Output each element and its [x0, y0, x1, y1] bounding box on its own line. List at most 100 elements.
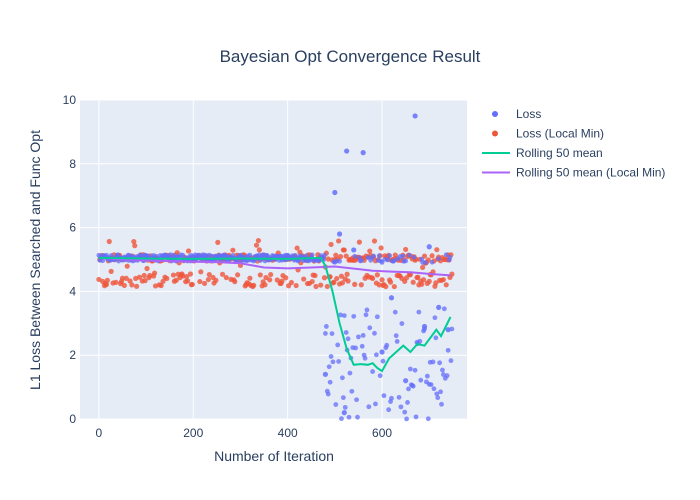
loss-local-point	[267, 277, 273, 283]
loss-local-point	[356, 239, 362, 245]
loss-point	[340, 395, 346, 401]
loss-point	[441, 306, 447, 312]
loss-local-point	[170, 272, 177, 278]
loss-point	[362, 355, 368, 361]
loss-local-point	[123, 275, 129, 281]
loss-local-point	[144, 265, 150, 272]
legend-item[interactable]: Rolling 50 mean (Local Min)	[482, 166, 665, 180]
loss-point	[405, 400, 410, 405]
loss-local-point	[334, 275, 340, 282]
loss-local-point	[376, 282, 382, 288]
loss-local-point	[134, 283, 140, 289]
x-tick-label: 400	[278, 426, 298, 440]
loss-local-point	[324, 283, 330, 290]
loss-local-point	[403, 246, 409, 253]
loss-local-point	[293, 282, 299, 289]
loss-local-point	[352, 281, 358, 287]
loss-local-point	[345, 278, 351, 284]
legend-label: Rolling 50 mean	[516, 146, 603, 160]
loss-point	[432, 315, 438, 321]
loss-local-point	[232, 279, 238, 285]
loss-local-point	[279, 278, 285, 284]
loss-local-point	[219, 271, 226, 277]
y-tick-label: 10	[63, 93, 77, 107]
loss-point	[340, 375, 345, 381]
loss-local-point	[309, 278, 315, 285]
loss-point	[392, 309, 398, 315]
loss-local-point	[443, 282, 449, 288]
legend-label: Loss (Local Min)	[516, 127, 604, 141]
loss-local-point	[297, 249, 303, 255]
loss-point	[411, 254, 417, 260]
legend-item[interactable]: Rolling 50 mean	[482, 146, 603, 160]
loss-point	[208, 253, 214, 259]
loss-local-point	[185, 248, 192, 254]
loss-point	[339, 416, 344, 422]
loss-local-point	[367, 248, 373, 254]
loss-point	[356, 334, 361, 340]
loss-point	[355, 414, 360, 420]
loss-point	[438, 389, 443, 395]
loss-local-point	[283, 275, 289, 281]
loss-point	[393, 333, 399, 339]
loss-point	[341, 313, 347, 319]
loss-point	[412, 113, 418, 119]
loss-point	[247, 252, 253, 258]
loss-point	[304, 253, 309, 259]
x-axis-title: Number of Iteration	[214, 448, 334, 464]
loss-local-point	[215, 239, 221, 245]
loss-point	[380, 358, 386, 364]
legend[interactable]: Loss Loss (Local Min) Rolling 50 mean Rolli…	[482, 107, 665, 180]
loss-point	[180, 252, 186, 258]
loss-point	[338, 312, 343, 318]
loss-point	[379, 260, 385, 265]
loss-local-point	[415, 274, 421, 280]
rolling-50-mean-line	[98, 256, 452, 373]
loss-point	[394, 339, 400, 344]
legend-marker-icon	[492, 111, 498, 117]
loss-local-point	[387, 279, 394, 285]
loss-point	[381, 393, 387, 399]
loss-point	[372, 330, 377, 336]
loss-point	[445, 327, 451, 333]
loss-point	[344, 148, 350, 154]
loss-local-point	[288, 279, 295, 286]
loss-point	[346, 414, 352, 420]
loss-point	[374, 314, 380, 320]
x-tick-label: 600	[372, 426, 392, 440]
legend-item[interactable]: Loss (Local Min)	[492, 127, 604, 141]
loss-local-point	[187, 271, 194, 277]
loss-point	[353, 345, 359, 351]
loss-local-point	[331, 279, 337, 285]
loss-point	[433, 335, 439, 341]
loss-local-point	[313, 283, 319, 290]
loss-local-point	[358, 282, 364, 288]
loss-local-point	[379, 277, 385, 283]
chart-title: Bayesian Opt Convergence Result	[220, 47, 481, 66]
loss-local-point	[378, 245, 384, 251]
loss-local-point	[189, 281, 195, 288]
loss-point	[423, 260, 428, 265]
loss-point	[377, 373, 383, 379]
loss-local-point	[201, 280, 208, 287]
loss-local-point	[230, 247, 236, 253]
loss-local-point	[426, 278, 432, 284]
loss-point	[436, 304, 442, 310]
loss-point	[439, 401, 444, 407]
loss-local-point	[251, 282, 257, 288]
loss-point	[328, 354, 334, 359]
loss-local-point	[185, 278, 191, 284]
loss-local-point	[343, 253, 349, 259]
y-tick-label: 2	[69, 348, 76, 362]
loss-point	[333, 402, 339, 407]
loss-local-point	[235, 272, 241, 278]
loss-point	[428, 382, 434, 387]
x-tick-label: 200	[183, 426, 203, 440]
loss-local-point	[344, 271, 350, 277]
loss-point	[323, 324, 329, 329]
loss-point	[354, 397, 359, 403]
legend-item[interactable]: Loss	[492, 107, 541, 121]
x-tick-label: 0	[96, 426, 103, 440]
loss-point	[447, 254, 453, 260]
loss-point	[436, 256, 442, 262]
